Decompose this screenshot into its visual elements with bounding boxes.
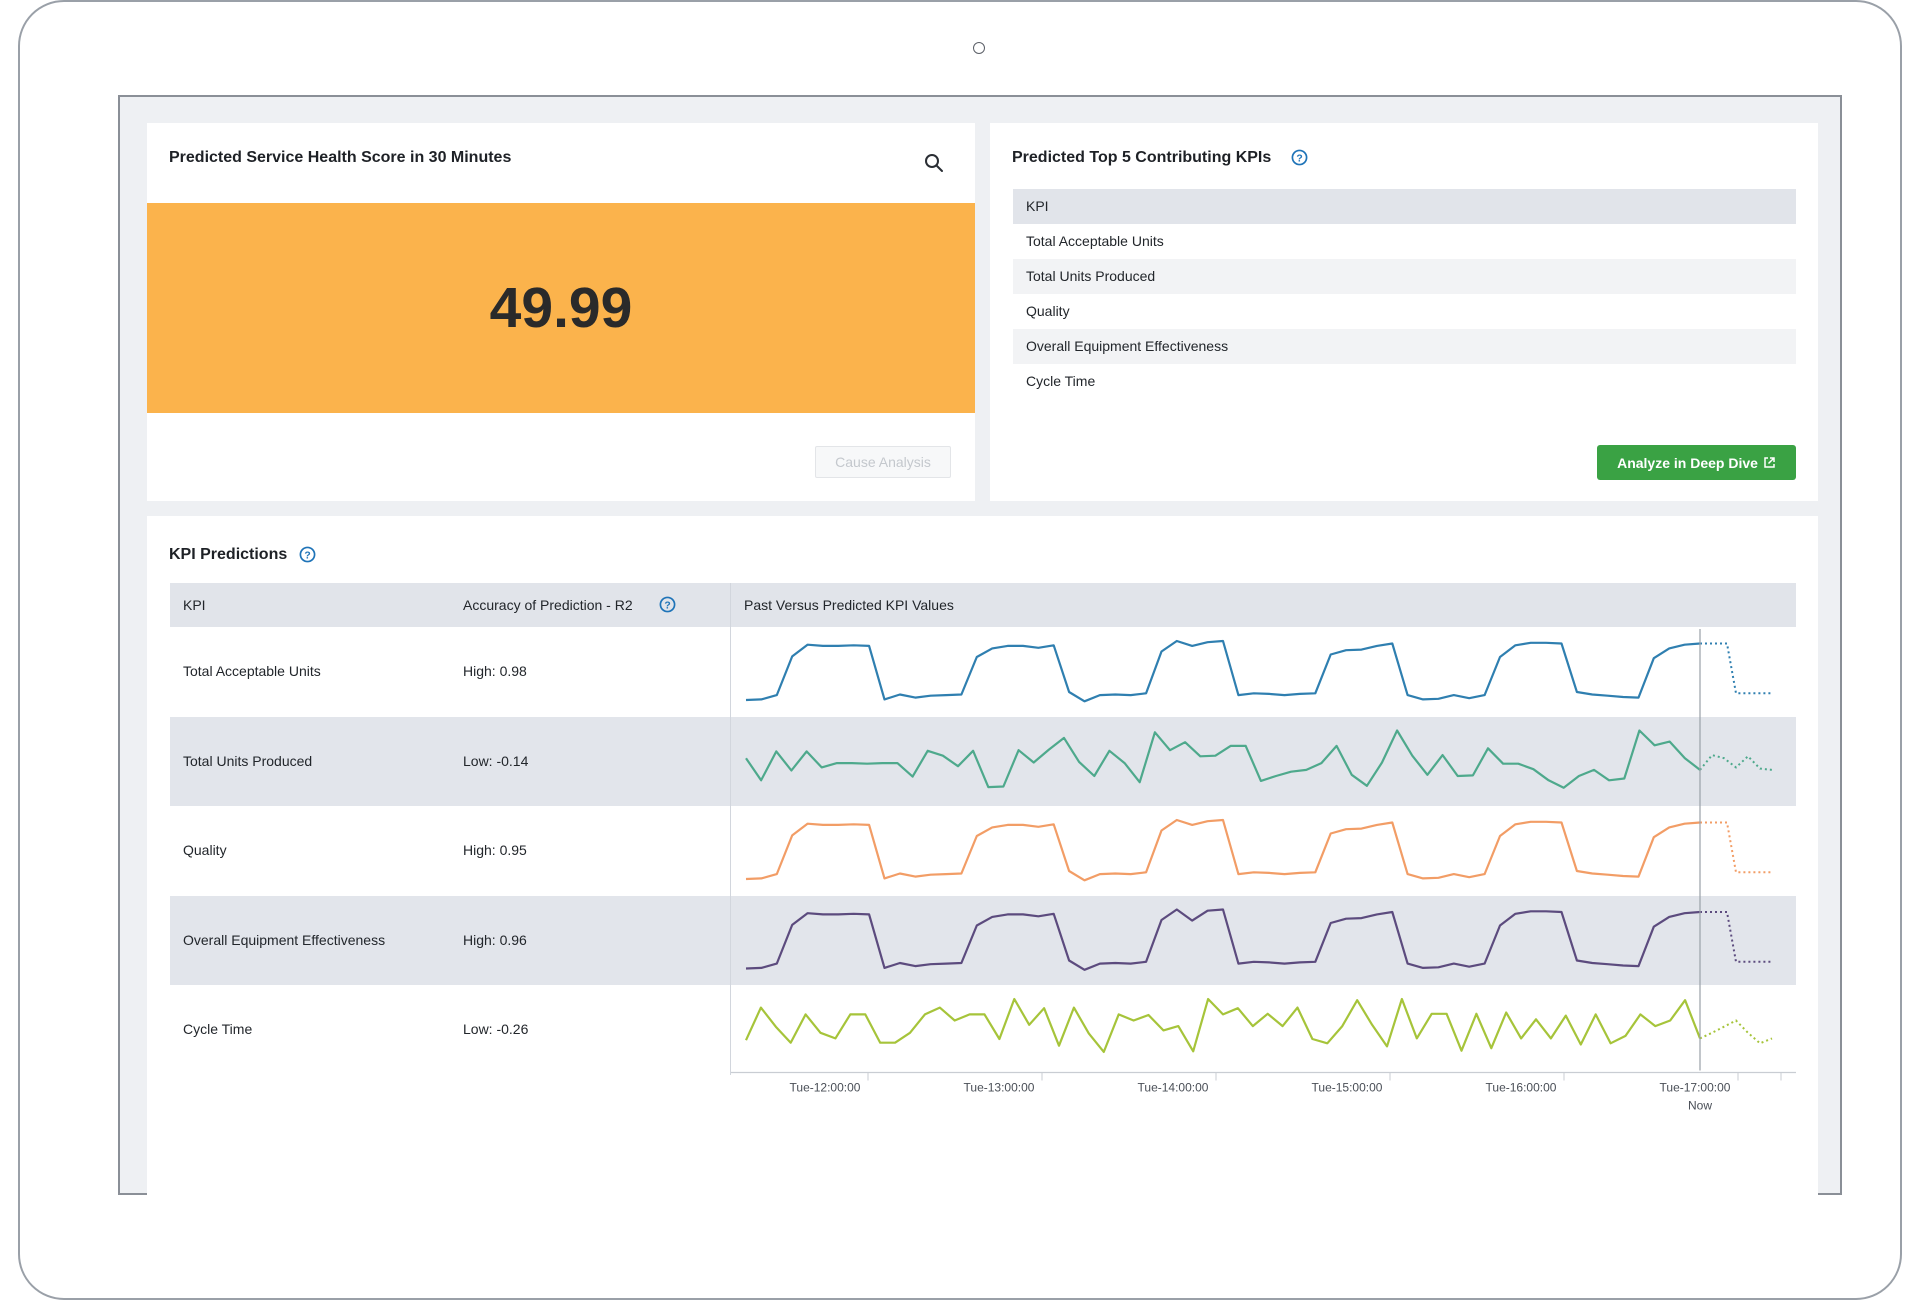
predicted-line bbox=[1699, 753, 1773, 771]
column-header-kpi: KPI bbox=[183, 597, 206, 613]
top-kpis-table: KPI Total Acceptable Units Total Units P… bbox=[1013, 189, 1796, 399]
cause-analysis-button[interactable]: Cause Analysis bbox=[815, 446, 951, 478]
predicted-line bbox=[1700, 821, 1772, 874]
laptop-frame: Predicted Service Health Score in 30 Min… bbox=[18, 0, 1902, 1300]
health-score-value: 49.99 bbox=[489, 276, 633, 340]
external-link-icon bbox=[1764, 457, 1775, 468]
list-item: Cycle Time bbox=[1026, 373, 1096, 389]
help-icon[interactable]: ? bbox=[659, 596, 676, 613]
table-row: Total Units Produced Low: -0.14 bbox=[170, 716, 1796, 806]
accuracy-value: High: 0.98 bbox=[463, 663, 527, 679]
table-header: KPI Accuracy of Prediction - R2 ? Past V… bbox=[170, 583, 1796, 627]
series-line bbox=[744, 997, 1702, 1053]
panel-title: Predicted Top 5 Contributing KPIs bbox=[1012, 149, 1272, 166]
now-label: Now bbox=[1688, 1099, 1712, 1113]
table-row: Total Acceptable Units High: 0.98 bbox=[170, 627, 1796, 717]
kpi-name: Overall Equipment Effectiveness bbox=[183, 931, 386, 948]
top-kpis-panel: Predicted Top 5 Contributing KPIs ? KPI … bbox=[990, 123, 1818, 501]
table-row: Overall Equipment Effectiveness High: 0.… bbox=[170, 895, 1796, 985]
list-item: Quality bbox=[1026, 303, 1070, 319]
search-icon[interactable] bbox=[924, 153, 944, 173]
table-row: Quality High: 0.95 bbox=[170, 806, 1796, 896]
list-item: Total Units Produced bbox=[1013, 259, 1796, 294]
svg-text:?: ? bbox=[1296, 153, 1302, 164]
camera-icon bbox=[973, 42, 985, 54]
panel-title: KPI Predictions bbox=[169, 546, 288, 563]
accuracy-value: Low: -0.26 bbox=[463, 1021, 529, 1037]
accuracy-value: High: 0.96 bbox=[463, 931, 527, 948]
kpi-predictions-table: KPI Accuracy of Prediction - R2 ? Past V… bbox=[170, 583, 1796, 1113]
accuracy-value: High: 0.95 bbox=[463, 842, 527, 858]
predicted-line bbox=[1700, 911, 1772, 963]
column-header-accuracy: Accuracy of Prediction - R2 bbox=[463, 597, 633, 613]
predicted-line bbox=[1699, 1019, 1773, 1045]
x-tick-label: Tue-12:00:00 bbox=[790, 1081, 861, 1095]
predicted-line bbox=[1700, 642, 1772, 695]
analyze-button-label: Analyze in Deep Dive bbox=[1617, 454, 1758, 471]
series-line bbox=[745, 908, 1701, 971]
list-item: Overall Equipment Effectiveness bbox=[1013, 329, 1796, 364]
list-item: Total Acceptable Units bbox=[1026, 233, 1164, 249]
series-line bbox=[745, 639, 1701, 703]
x-tick-label: Tue-17:00:00 bbox=[1660, 1081, 1731, 1095]
analyze-deep-dive-button[interactable]: Analyze in Deep Dive bbox=[1597, 445, 1796, 480]
panel-title: Predicted Service Health Score in 30 Min… bbox=[169, 149, 512, 166]
accuracy-value: Low: -0.14 bbox=[463, 752, 529, 769]
svg-text:?: ? bbox=[304, 550, 310, 561]
series-line bbox=[745, 729, 1701, 789]
score-box: 49.99 bbox=[147, 203, 975, 413]
svg-text:?: ? bbox=[664, 600, 670, 611]
column-divider bbox=[730, 583, 731, 1075]
kpi-prediction-chart: Tue-12:00:00 Tue-13:00:00 Tue-14:00:00 Tue-… bbox=[731, 629, 1796, 1113]
x-tick-label: Tue-14:00:00 bbox=[1138, 1081, 1209, 1095]
kpi-predictions-panel: KPI Predictions ? KPI Accuracy of Predic… bbox=[147, 516, 1818, 1216]
kpi-name: Total Units Produced bbox=[183, 752, 313, 769]
kpi-name: Total Acceptable Units bbox=[183, 663, 321, 679]
kpi-name: Quality bbox=[183, 842, 227, 858]
health-score-panel: Predicted Service Health Score in 30 Min… bbox=[147, 123, 975, 501]
x-tick-label: Tue-16:00:00 bbox=[1486, 1081, 1557, 1095]
help-icon[interactable]: ? bbox=[1291, 149, 1308, 166]
series-line bbox=[745, 818, 1701, 882]
x-tick-label: Tue-15:00:00 bbox=[1312, 1081, 1383, 1095]
screen: Predicted Service Health Score in 30 Min… bbox=[118, 95, 1842, 1216]
column-header-chart: Past Versus Predicted KPI Values bbox=[744, 597, 954, 613]
kpi-name: Cycle Time bbox=[183, 1021, 253, 1037]
table-row: Cycle Time Low: -0.26 bbox=[170, 985, 1796, 1075]
help-icon[interactable]: ? bbox=[299, 546, 316, 563]
x-tick-label: Tue-13:00:00 bbox=[964, 1081, 1035, 1095]
table-header: KPI bbox=[1013, 189, 1796, 224]
